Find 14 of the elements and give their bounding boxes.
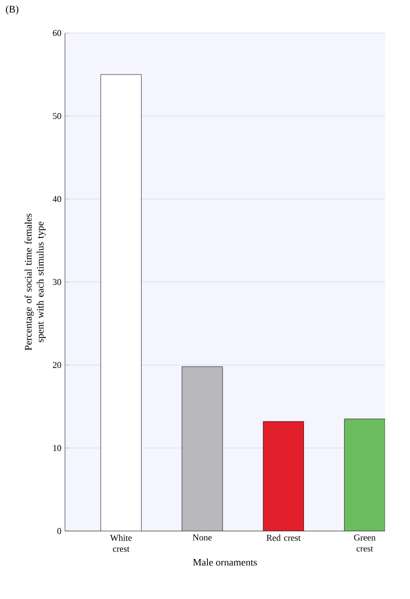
- x-tick-label: White crest: [110, 534, 132, 552]
- y-tick-label: 10: [53, 444, 62, 452]
- text: (B): [6, 6, 18, 15]
- x-tick-label: None: [192, 534, 212, 540]
- y-axis-title: Percentage of social time females spent with each stimulus type: [24, 214, 46, 350]
- y-tick-label: 40: [52, 196, 62, 202]
- y-tick-label: 60: [52, 30, 62, 36]
- x-tick-label: Green crest: [354, 534, 376, 552]
- y-tick-label: 0: [57, 528, 62, 534]
- y-tick-label: 30: [52, 278, 62, 286]
- x-tick-label: Red crest: [266, 534, 301, 541]
- y-tick-label: 20: [52, 362, 62, 368]
- y-tick-label: 50: [53, 112, 62, 120]
- x-axis-title: Male ornaments: [193, 558, 257, 566]
